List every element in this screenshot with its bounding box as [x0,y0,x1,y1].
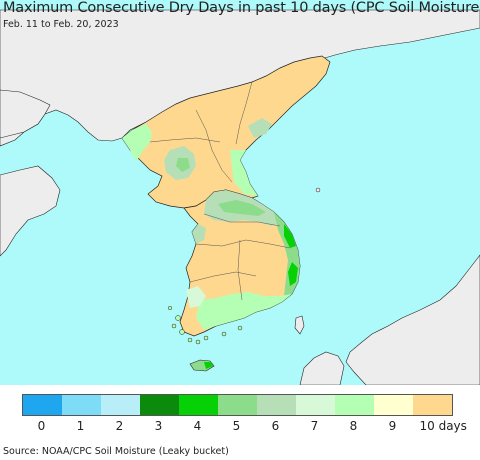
japan-kyushu [299,351,345,385]
legend-label: 8 [349,419,358,433]
legend-swatch [218,395,257,415]
legend-swatch [23,395,62,415]
legend-label: 3 [154,419,163,433]
legend-labels: 0 1 2 3 4 5 6 7 8 9 10 days [0,419,480,435]
sk-west-green [192,224,206,244]
legend-label: 1 [76,419,85,433]
sk-east-strip-bright-2 [288,262,298,286]
legend: 0 1 2 3 4 5 6 7 8 9 10 days [0,388,480,438]
legend-colorbar [22,394,453,416]
legend-label: 10 days [419,419,467,433]
nk-central-green-core [176,158,190,172]
legend-label: 6 [271,419,280,433]
legend-swatch [374,395,413,415]
southwest-islands [167,305,243,345]
legend-label: 2 [115,419,124,433]
legend-label: 5 [232,419,241,433]
legend-swatch [179,395,218,415]
japan-honshu [345,254,480,385]
legend-label: 4 [193,419,202,433]
nk-west-green [122,124,152,162]
shandong-coast [0,165,61,257]
legend-swatch [335,395,374,415]
nk-ne-pale [248,118,272,138]
ulleung-island [315,187,321,193]
legend-swatch [140,395,179,415]
legend-swatch [296,395,335,415]
legend-label: 0 [37,419,46,433]
sk-east-strip-bright [284,224,296,248]
sk-south-band [196,292,292,330]
map-title: Maximum Consecutive Dry Days in past 10 … [3,0,480,16]
dry-days-map [0,0,480,385]
legend-swatch [101,395,140,415]
nk-east-green [230,150,258,196]
source-note: Source: NOAA/CPC Soil Moisture (Leaky bu… [3,446,229,457]
date-range: Feb. 11 to Feb. 20, 2023 [3,19,119,30]
jeju-east [204,362,213,369]
sk-north-band-inner [218,200,266,216]
legend-swatch [257,395,296,415]
liaodong-land [0,89,51,139]
legend-label: 7 [310,419,319,433]
legend-swatch [413,395,452,415]
sk-southwest-pale [186,286,206,308]
tsushima-island [294,315,305,335]
legend-swatch [62,395,101,415]
legend-label: 9 [388,419,397,433]
province-borders [149,81,291,301]
